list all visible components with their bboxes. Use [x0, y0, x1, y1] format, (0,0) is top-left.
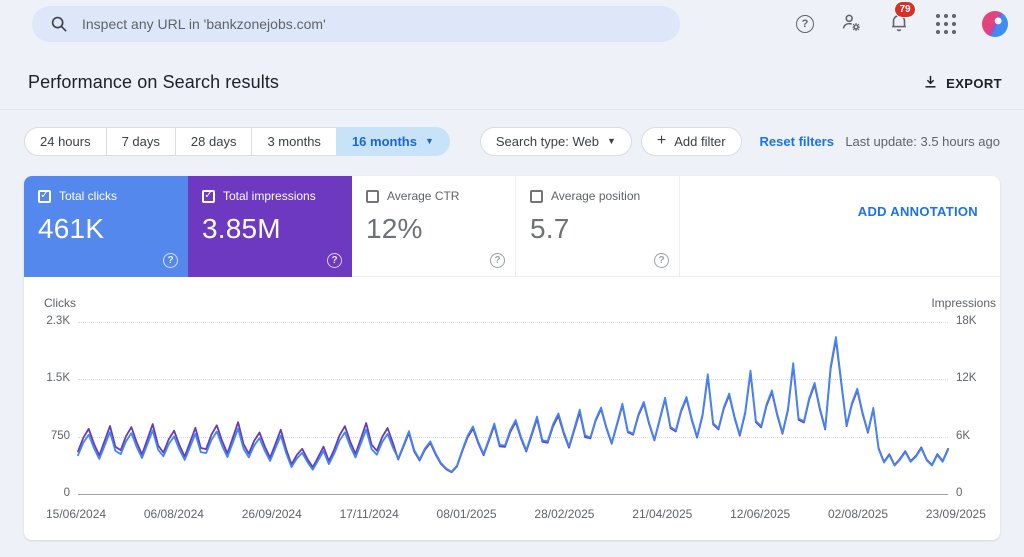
- clicks-line: [77, 336, 949, 473]
- x-tick-label: 12/06/2025: [730, 507, 791, 521]
- search-type-filter[interactable]: Search type: Web ▼: [479, 126, 632, 156]
- help-icon[interactable]: ?: [654, 253, 669, 268]
- checkbox-average-ctr[interactable]: [366, 189, 379, 203]
- user-settings-button[interactable]: [840, 11, 862, 38]
- help-icon[interactable]: ?: [490, 253, 505, 268]
- apps-button[interactable]: [936, 14, 956, 34]
- metric-card-average-position[interactable]: Average position 5.7 ?: [516, 176, 680, 277]
- help-icon[interactable]: ?: [163, 253, 178, 268]
- performance-chart[interactable]: [77, 322, 949, 495]
- range-7-days[interactable]: 7 days: [105, 126, 175, 156]
- right-tick: 12K: [956, 372, 977, 384]
- date-range-selector: 24 hours 7 days 28 days 3 months 16 mont…: [24, 126, 450, 156]
- metric-value: 5.7: [530, 213, 570, 244]
- x-axis-line: [78, 494, 948, 495]
- export-button[interactable]: EXPORT: [917, 70, 1008, 96]
- left-tick: 1.5K: [46, 372, 70, 384]
- x-tick-label: 21/04/2025: [632, 507, 693, 521]
- x-tick-label: 06/08/2024: [143, 507, 204, 521]
- left-axis-title: Clicks: [44, 296, 76, 310]
- url-inspect-search[interactable]: [32, 6, 680, 42]
- x-tick-label: 17/11/2024: [339, 507, 399, 521]
- metric-value: 461K: [38, 213, 105, 244]
- right-tick: 18K: [956, 315, 977, 327]
- plus-icon: +: [656, 132, 667, 149]
- x-axis-labels: 15/06/2024 06/08/2024 26/09/2024 17/11/2…: [46, 507, 986, 521]
- metric-card-total-impressions[interactable]: ✓ Total impressions 3.85M ?: [188, 176, 352, 277]
- left-tick: 0: [63, 487, 70, 499]
- right-axis-title: Impressions: [931, 296, 996, 310]
- download-icon: [923, 74, 938, 92]
- add-annotation-link[interactable]: ADD ANNOTATION: [857, 204, 978, 219]
- metric-cards-row: ✓ Total clicks 461K ? ✓ Total impression…: [24, 176, 1000, 277]
- user-gear-icon: [840, 11, 862, 38]
- apps-grid-icon: [936, 14, 956, 34]
- search-input[interactable]: [82, 16, 662, 32]
- last-update-text: Last update: 3.5 hours ago: [845, 133, 1000, 149]
- reset-filters-link[interactable]: Reset filters: [759, 133, 834, 149]
- metric-card-total-clicks[interactable]: ✓ Total clicks 461K ?: [24, 176, 188, 277]
- help-button[interactable]: ?: [796, 15, 814, 33]
- checkbox-total-clicks[interactable]: ✓: [38, 189, 51, 203]
- chevron-down-icon: ▼: [424, 135, 434, 146]
- notifications-button[interactable]: 79: [888, 0, 916, 38]
- filter-bar: 24 hours 7 days 28 days 3 months 16 mont…: [24, 126, 1000, 156]
- metric-value: 3.85M: [202, 213, 281, 244]
- range-3-months[interactable]: 3 months: [251, 126, 336, 156]
- x-tick-label: 02/08/2025: [827, 507, 889, 521]
- x-tick-label: 08/01/2025: [436, 507, 497, 521]
- chevron-down-icon: ▼: [606, 135, 616, 146]
- metric-value: 12%: [366, 213, 423, 244]
- range-24-hours[interactable]: 24 hours: [24, 126, 106, 156]
- impressions-line: [77, 338, 949, 474]
- left-tick: 2.3K: [46, 315, 70, 327]
- metric-card-average-ctr[interactable]: Average CTR 12% ?: [352, 176, 516, 277]
- x-tick-label: 26/09/2024: [241, 507, 302, 521]
- help-icon[interactable]: ?: [327, 253, 342, 268]
- search-icon: [50, 15, 68, 33]
- x-tick-label: 23/09/2025: [925, 507, 986, 521]
- range-28-days[interactable]: 28 days: [174, 126, 252, 156]
- checkbox-total-impressions[interactable]: ✓: [202, 189, 215, 203]
- right-tick: 6K: [956, 430, 971, 442]
- account-avatar[interactable]: [982, 11, 1008, 37]
- range-16-months[interactable]: 16 months ▼: [335, 126, 450, 156]
- performance-panel: ✓ Total clicks 461K ? ✓ Total impression…: [24, 176, 1000, 540]
- right-tick: 0: [956, 487, 963, 499]
- add-filter-button[interactable]: + Add filter: [640, 126, 742, 156]
- x-tick-label: 15/06/2024: [46, 507, 107, 521]
- header-divider: [0, 109, 1024, 110]
- help-icon: ?: [796, 15, 814, 33]
- left-tick: 750: [50, 430, 70, 442]
- checkbox-average-position[interactable]: [530, 189, 543, 203]
- export-label: EXPORT: [946, 75, 1002, 91]
- top-bar: ? 79: [0, 0, 1024, 48]
- notification-count-badge: 79: [894, 0, 916, 18]
- page-title: Performance on Search results: [28, 72, 280, 92]
- x-tick-label: 28/02/2025: [534, 507, 595, 521]
